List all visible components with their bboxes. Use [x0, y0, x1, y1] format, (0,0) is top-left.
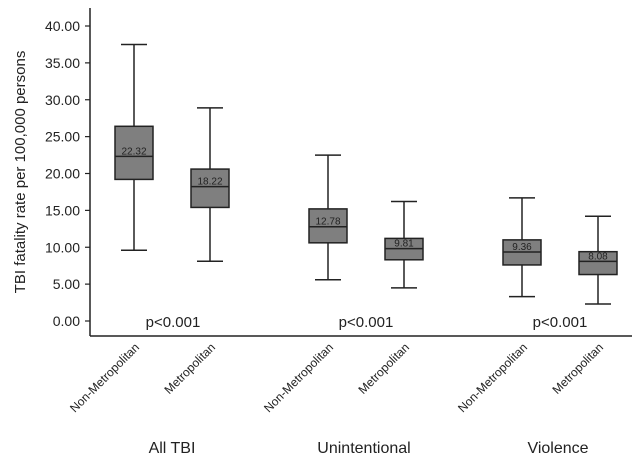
iqr-box [578, 250, 618, 276]
boxes-layer: 22.32 18.22 12.78 9.81 9.36 8.08 [114, 43, 618, 305]
box-5: 8.08 [578, 215, 618, 305]
group-label: Violence [527, 440, 588, 457]
x-category-label: Metropolitan [162, 340, 219, 397]
box-1: 18.22 [190, 107, 230, 263]
y-tick-label: 20.00 [45, 166, 80, 182]
box-4: 9.36 [502, 197, 542, 298]
iqr-box [114, 125, 154, 181]
x-category-label: Metropolitan [550, 340, 607, 397]
group-label: Unintentional [317, 440, 410, 457]
y-axis-label: TBI fatality rate per 100,000 persons [12, 51, 29, 294]
y-tick-label: 25.00 [45, 129, 80, 145]
y-tick-label: 30.00 [45, 92, 80, 108]
y-tick-label: 5.00 [53, 276, 80, 292]
box-0: 22.32 [114, 43, 154, 251]
median-value-label: 9.81 [394, 239, 414, 250]
x-category-label: Non-Metropolitan [67, 340, 142, 415]
median-value-label: 9.36 [512, 242, 532, 253]
x-category-label: Non-Metropolitan [261, 340, 336, 415]
p-value-label: p<0.001 [146, 314, 201, 331]
box-2: 12.78 [308, 154, 348, 281]
iqr-box [308, 208, 348, 244]
y-tick-label: 40.00 [45, 18, 80, 34]
y-tick-label: 15.00 [45, 202, 80, 218]
y-tick-label: 0.00 [53, 313, 80, 329]
x-category-label: Metropolitan [356, 340, 413, 397]
p-value-label: p<0.001 [339, 314, 394, 331]
median-value-label: 22.32 [121, 146, 146, 157]
axes: 0.00 5.00 10.00 15.00 20.00 25.00 30.00 35.00 40… [45, 8, 632, 337]
median-value-label: 12.78 [315, 217, 340, 228]
median-value-label: 18.22 [197, 177, 222, 188]
median-value-label: 8.08 [588, 251, 608, 262]
p-value-label: p<0.001 [533, 314, 588, 331]
iqr-box [190, 168, 230, 209]
box-3: 9.81 [384, 200, 424, 289]
group-label: All TBI [149, 440, 196, 457]
y-tick-label: 35.00 [45, 55, 80, 71]
y-tick-label: 10.00 [45, 239, 80, 255]
x-category-label: Non-Metropolitan [455, 340, 530, 415]
